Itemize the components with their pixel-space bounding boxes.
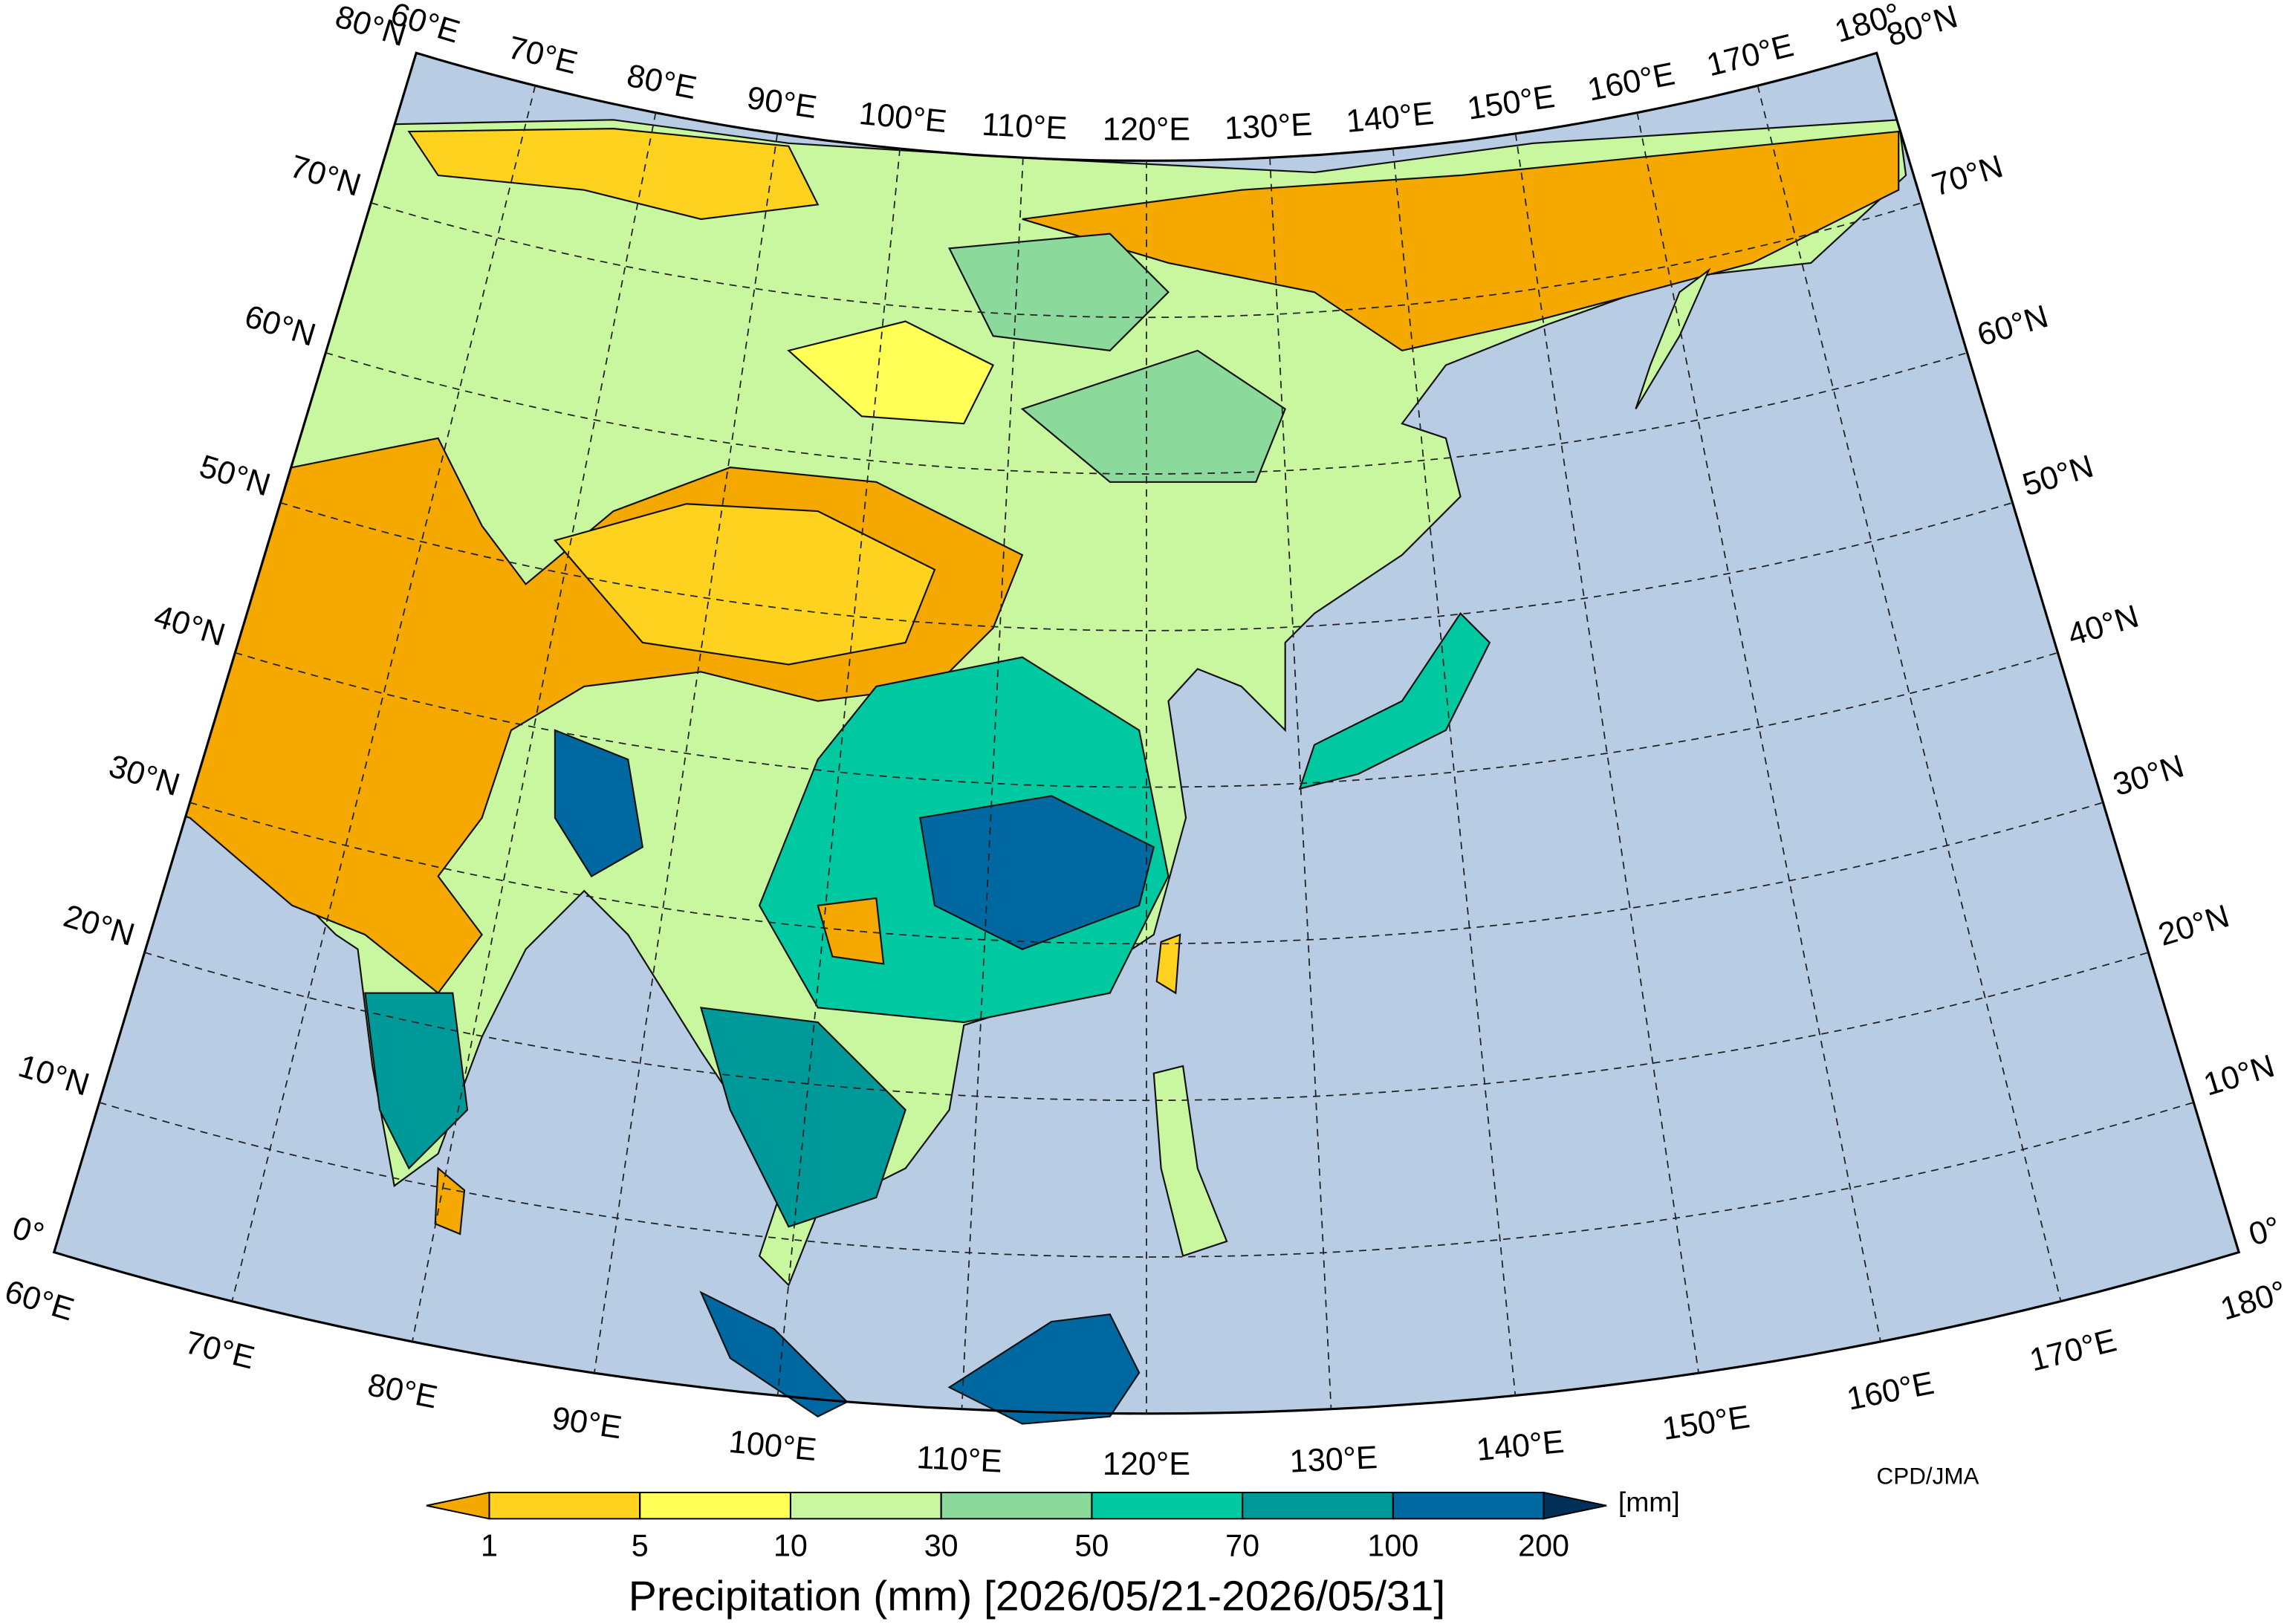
lon-label: 70°E: [505, 30, 581, 81]
meridian: [1636, 112, 1881, 1342]
meridian: [776, 149, 901, 1396]
lon-label: 160°E: [1844, 1365, 1937, 1417]
lat-label: 10°N: [14, 1048, 93, 1103]
wet-region: [554, 729, 644, 877]
parallel: [325, 351, 1968, 475]
lon-label: 170°E: [2026, 1322, 2120, 1378]
lat-label: 60°N: [241, 299, 320, 354]
lat-label: 70°N: [1928, 149, 2007, 204]
parallel: [280, 501, 2013, 631]
moist-region: [787, 320, 995, 425]
lat-label: 30°N: [105, 748, 184, 803]
graticule-labels: 60°E60°E70°E70°E80°E80°E90°E90°E100°E100…: [1, 0, 2290, 1482]
meridian: [961, 157, 1024, 1409]
lon-label: 160°E: [1585, 56, 1678, 108]
parallel: [144, 952, 2149, 1102]
wet-region: [364, 992, 469, 1170]
lon-label: 140°E: [1345, 96, 1436, 140]
lon-label: 90°E: [745, 80, 819, 126]
lat-label: 0°: [2245, 1210, 2284, 1253]
lon-label: 90°E: [550, 1400, 624, 1446]
lon-label: 110°E: [981, 107, 1068, 147]
meridian: [412, 112, 657, 1342]
lon-label: 60°E: [1, 1273, 78, 1328]
island: [699, 1290, 849, 1417]
colorbar-segment: [1392, 1491, 1545, 1520]
lon-label: 180°: [2216, 1274, 2290, 1328]
colorbar-unit: [mm]: [1618, 1487, 1680, 1518]
colorbar-segment: [488, 1491, 641, 1520]
dry-region: [553, 503, 936, 666]
lat-label: 40°N: [2064, 598, 2143, 653]
island: [1155, 933, 1181, 995]
lon-label: 120°E: [1103, 111, 1190, 147]
lon-label: 70°E: [181, 1325, 258, 1376]
colorbar-segment: [639, 1491, 791, 1520]
meridian: [231, 85, 536, 1302]
colorbar-tick-label: 1: [481, 1529, 498, 1563]
lon-label: 170°E: [1703, 27, 1797, 83]
colorbar-segment: [789, 1491, 942, 1520]
meridian: [1757, 85, 2062, 1302]
lat-label: 50°N: [2019, 449, 2098, 504]
wet-region: [1020, 349, 1287, 483]
meridian: [593, 133, 779, 1374]
lat-label: 40°N: [150, 598, 229, 653]
colorbar-tick-label: 5: [632, 1529, 649, 1563]
colorbar-tick-label: 70: [1225, 1529, 1259, 1563]
lon-label: 150°E: [1660, 1399, 1752, 1447]
colorbar-tick-label: 200: [1518, 1529, 1569, 1563]
meridian: [1514, 133, 1699, 1374]
lat-label: 10°N: [2199, 1048, 2278, 1103]
parallel: [235, 652, 2058, 788]
lat-label: 20°N: [59, 898, 138, 953]
colorbar-tick-label: 30: [924, 1529, 959, 1563]
wet-region: [947, 233, 1170, 352]
colorbar-segment: [1242, 1491, 1394, 1520]
wet-region: [699, 1007, 906, 1228]
lat-label: 70°N: [286, 149, 365, 204]
lon-label: 110°E: [916, 1440, 1003, 1480]
colorbar-extend-high: [1543, 1491, 1607, 1520]
dry-region: [1022, 130, 1900, 352]
islands: [434, 267, 1711, 1425]
colorbar-tick-label: 10: [773, 1529, 808, 1563]
graticule: [99, 85, 2194, 1414]
lon-label: 120°E: [1103, 1446, 1190, 1482]
meridian: [1392, 149, 1517, 1396]
credit: CPD/JMA: [1877, 1464, 1979, 1490]
colorbar: 1 5 10 30 50 70 100 200: [426, 1491, 1607, 1563]
lon-label: 100°E: [727, 1424, 818, 1468]
meridian: [1269, 157, 1332, 1409]
map-frame: [52, 51, 2241, 1415]
lon-label: 140°E: [1475, 1424, 1566, 1468]
lat-label: 50°N: [195, 449, 274, 504]
lon-label: 130°E: [1289, 1440, 1378, 1480]
colorbar-tick-label: 50: [1074, 1529, 1109, 1563]
colorbar-segment: [1091, 1491, 1244, 1520]
lon-label: 80°E: [365, 1367, 441, 1415]
lat-label: 20°N: [2154, 898, 2233, 953]
colorbar-tick-label: 100: [1367, 1529, 1418, 1563]
lon-label: 150°E: [1465, 79, 1557, 127]
lat-label: 0°: [8, 1210, 48, 1253]
island: [434, 1166, 466, 1235]
land: [145, 116, 1907, 1287]
map-title: Precipitation (mm) [2026/05/21-2026/05/3…: [629, 1572, 1445, 1620]
parallel: [189, 802, 2104, 945]
lon-label: 100°E: [857, 96, 948, 140]
colorbar-extend-low: [426, 1491, 490, 1520]
lat-label: 60°N: [1973, 299, 2052, 354]
lon-label: 80°E: [624, 58, 700, 106]
lon-label: 130°E: [1224, 107, 1313, 147]
island: [1152, 1065, 1228, 1257]
island: [1635, 267, 1711, 410]
island: [947, 1313, 1141, 1425]
lat-label: 30°N: [2109, 748, 2187, 803]
dry-region: [407, 128, 820, 221]
colorbar-segment: [940, 1491, 1093, 1520]
wet-region: [919, 795, 1155, 950]
